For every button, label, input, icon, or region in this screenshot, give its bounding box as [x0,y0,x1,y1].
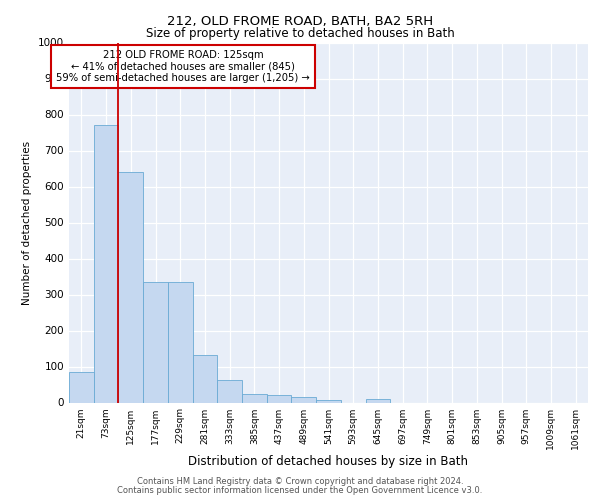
Y-axis label: Number of detached properties: Number of detached properties [22,140,32,304]
Bar [316,400,341,402]
Bar [193,354,217,403]
Bar [168,282,193,403]
Bar [365,399,390,402]
Bar [292,397,316,402]
Bar [143,282,168,403]
Bar [242,394,267,402]
Text: 212, OLD FROME ROAD, BATH, BA2 5RH: 212, OLD FROME ROAD, BATH, BA2 5RH [167,15,433,28]
Bar [94,126,118,402]
Text: Contains HM Land Registry data © Crown copyright and database right 2024.: Contains HM Land Registry data © Crown c… [137,478,463,486]
Text: Contains public sector information licensed under the Open Government Licence v3: Contains public sector information licen… [118,486,482,495]
X-axis label: Distribution of detached houses by size in Bath: Distribution of detached houses by size … [188,455,469,468]
Text: Size of property relative to detached houses in Bath: Size of property relative to detached ho… [146,28,454,40]
Bar [217,380,242,402]
Text: 212 OLD FROME ROAD: 125sqm
← 41% of detached houses are smaller (845)
59% of sem: 212 OLD FROME ROAD: 125sqm ← 41% of deta… [56,50,310,83]
Bar [69,372,94,402]
Bar [118,172,143,402]
Bar [267,394,292,402]
